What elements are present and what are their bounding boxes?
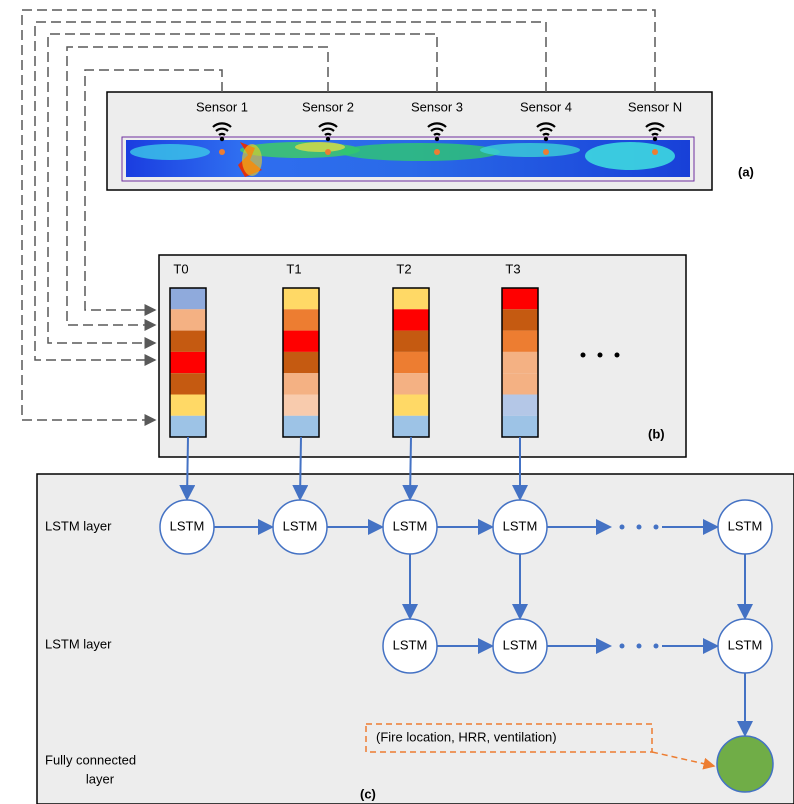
cell: [283, 288, 319, 309]
sensor-label: Sensor 4: [520, 99, 572, 114]
sensor-label: Sensor 1: [196, 99, 248, 114]
wifi-dot: [544, 137, 548, 141]
cell: [502, 395, 538, 416]
lstm-label: LSTM: [393, 518, 428, 533]
cell: [170, 395, 206, 416]
ellipsis-dot: [620, 525, 625, 530]
time-step-label: T0: [173, 261, 188, 276]
ellipsis-dot: [581, 353, 586, 358]
cell: [170, 309, 206, 330]
cell: [170, 352, 206, 373]
time-step-label: T1: [286, 261, 301, 276]
cell: [393, 352, 429, 373]
lstm-label: LSTM: [283, 518, 318, 533]
wifi-dot: [653, 137, 657, 141]
cell: [502, 373, 538, 394]
cell: [283, 309, 319, 330]
cell: [502, 352, 538, 373]
cell: [283, 373, 319, 394]
cell: [502, 331, 538, 352]
layer-label: Fully connected: [45, 752, 136, 767]
sensor-label: Sensor 3: [411, 99, 463, 114]
lstm-label: LSTM: [170, 518, 205, 533]
sensor-point: [434, 149, 440, 155]
sensor-point: [652, 149, 658, 155]
sensor-label: Sensor N: [628, 99, 682, 114]
ellipsis-dot: [615, 353, 620, 358]
wifi-dot: [326, 137, 330, 141]
panel-label: (b): [648, 426, 665, 441]
sensor-point: [543, 149, 549, 155]
sensor-point: [325, 149, 331, 155]
lstm-label: LSTM: [503, 637, 538, 652]
panel-label: (c): [360, 786, 376, 801]
simulation-strip: [122, 137, 694, 181]
cell: [393, 373, 429, 394]
sensor-point: [219, 149, 225, 155]
lstm-label: LSTM: [393, 637, 428, 652]
ellipsis-dot: [637, 525, 642, 530]
ellipsis-dot: [637, 644, 642, 649]
cell: [283, 416, 319, 437]
cell: [502, 309, 538, 330]
wifi-dot: [220, 137, 224, 141]
arrow: [187, 437, 188, 499]
wifi-dot: [435, 137, 439, 141]
time-step-label: T2: [396, 261, 411, 276]
cell: [283, 331, 319, 352]
output-node: [717, 736, 773, 792]
layer-label: LSTM layer: [45, 518, 112, 533]
arrow: [410, 437, 411, 499]
cell: [393, 309, 429, 330]
cell: [170, 288, 206, 309]
cell: [170, 373, 206, 394]
diagram: (a) (b) (c) LSTM layer LSTM layer Fully …: [0, 0, 794, 804]
cell: [393, 331, 429, 352]
cell: [283, 352, 319, 373]
cell: [393, 416, 429, 437]
cell: [170, 331, 206, 352]
ellipsis-dot: [620, 644, 625, 649]
panel-label: (a): [738, 164, 754, 179]
ellipsis-dot: [598, 353, 603, 358]
note: (Fire location, HRR, ventilation): [376, 729, 557, 744]
lstm-label: LSTM: [503, 518, 538, 533]
layer-label: layer: [86, 771, 115, 786]
lstm-label: LSTM: [728, 637, 763, 652]
ellipsis-dot: [654, 525, 659, 530]
cell: [170, 416, 206, 437]
cell: [393, 395, 429, 416]
cell: [393, 288, 429, 309]
cell: [283, 395, 319, 416]
lstm-label: LSTM: [728, 518, 763, 533]
time-step-label: T3: [505, 261, 520, 276]
arrow: [300, 437, 301, 499]
layer-label: LSTM layer: [45, 636, 112, 651]
cell: [502, 416, 538, 437]
ellipsis-dot: [654, 644, 659, 649]
sensor-label: Sensor 2: [302, 99, 354, 114]
cell: [502, 288, 538, 309]
